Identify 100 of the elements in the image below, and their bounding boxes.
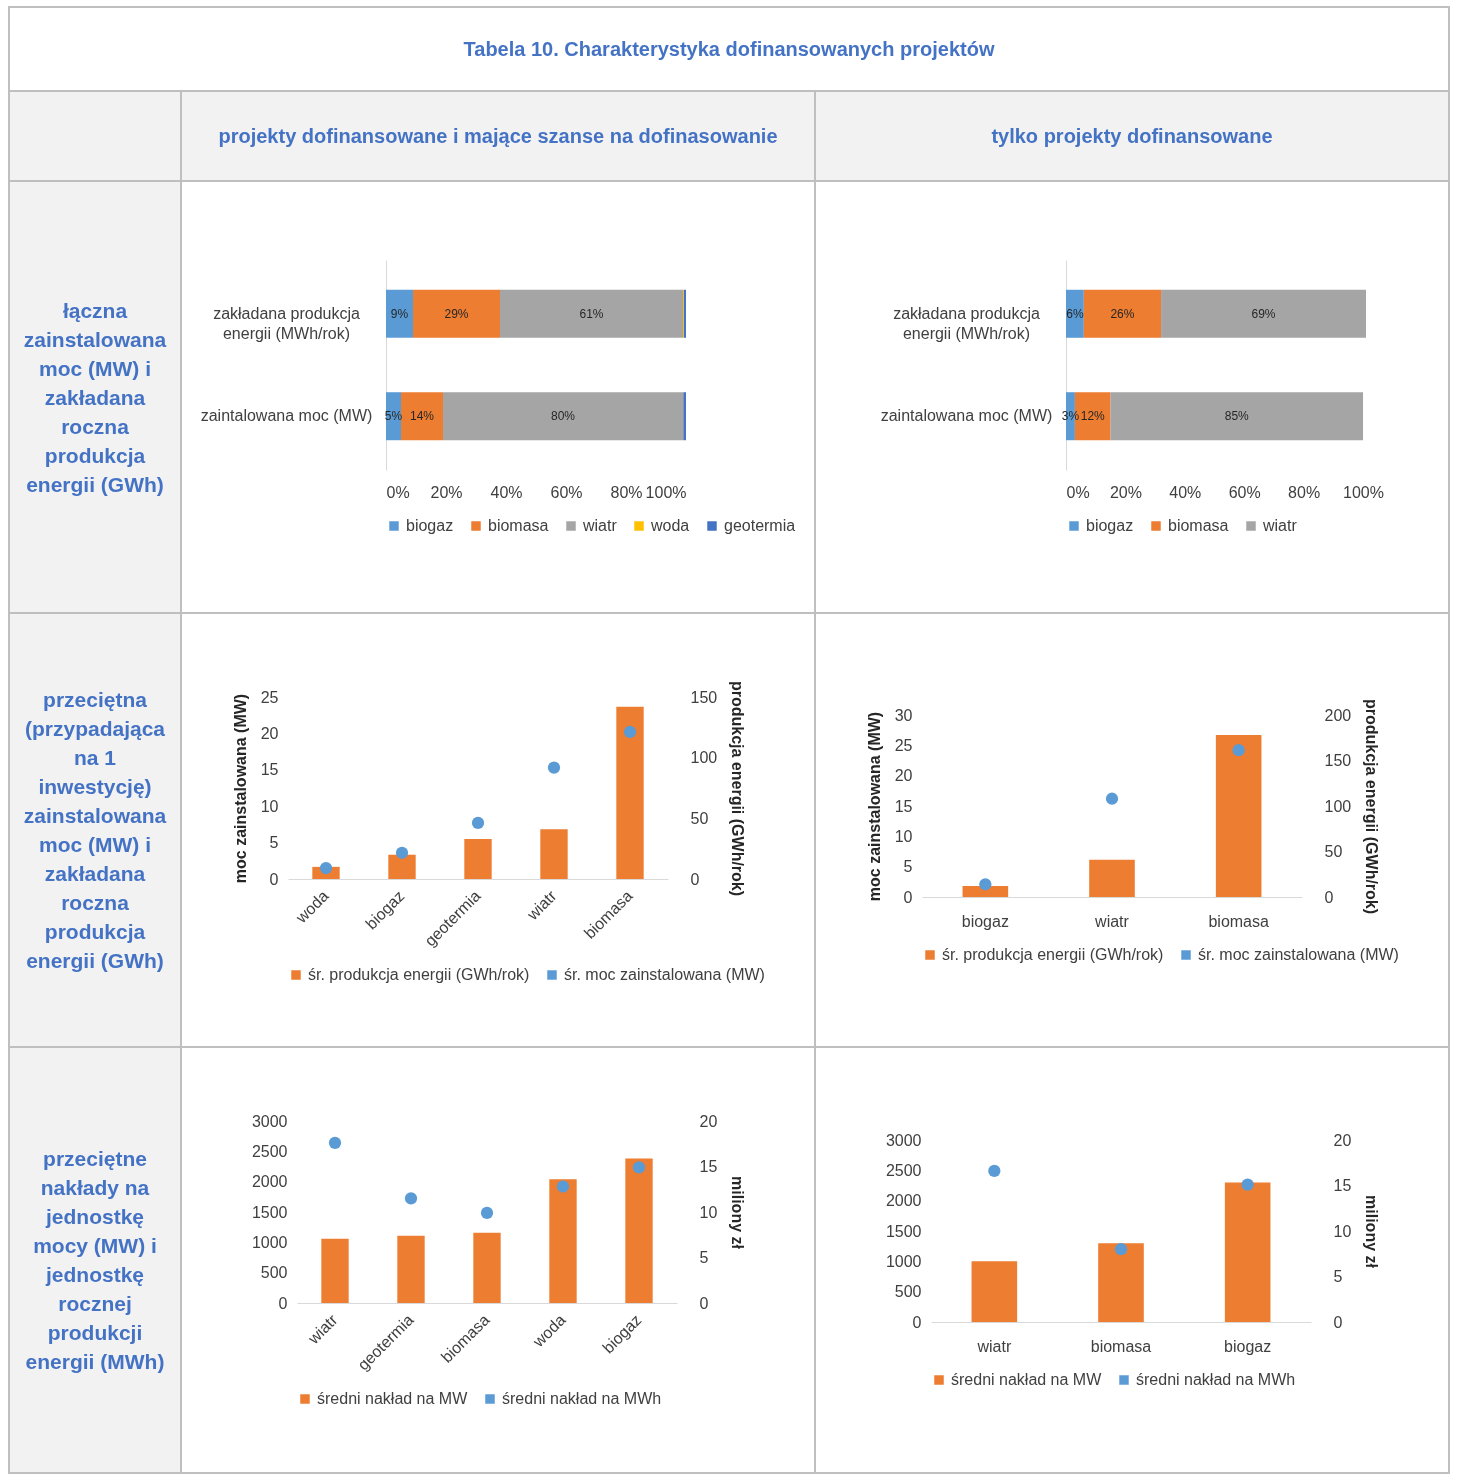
text: przeciętne nakłady na jednostkę mocy (MW) i jednostkę rocznej produkcji energii (MWh) xyxy=(9,1047,181,1473)
x-tick-label: biogaz xyxy=(961,912,1009,929)
x-tick-label: 100% xyxy=(645,483,687,501)
legend-label: woda xyxy=(650,517,690,534)
y-tick-label: zakładana produkcja energii (MWh/rok) xyxy=(893,304,1040,342)
y-tick-label: 30 xyxy=(894,706,913,723)
legend-label: wiatr xyxy=(1262,517,1298,534)
y2-axis-title: miliony zł xyxy=(729,1176,747,1250)
y-tick-label: 15 xyxy=(260,760,279,778)
y-tick-label: 10 xyxy=(260,797,279,815)
y-tick-label: 2000 xyxy=(885,1192,922,1210)
y-tick-label: 1500 xyxy=(885,1222,922,1240)
y2-tick-label: 15 xyxy=(1333,1177,1352,1194)
x-tick-label: biomasa xyxy=(1207,912,1269,929)
data-label: 6% xyxy=(1066,306,1084,321)
y2-tick-label: 0 xyxy=(1324,888,1333,905)
data-label: 69% xyxy=(1251,306,1276,321)
y2-axis-title: produkcja energii (GWh/rok) xyxy=(1362,698,1380,914)
y-tick-label: 25 xyxy=(894,736,913,754)
chart-subtitle: tylko projekty dofinansowane xyxy=(815,91,1449,181)
text: Tabela 10. Charakterystyka dofinansowanych projektów xyxy=(9,7,1449,91)
y2-tick-label: 5 xyxy=(699,1249,709,1266)
legend-label: geotermia xyxy=(724,517,796,534)
legend-label: średni nakład na MW xyxy=(951,1371,1103,1388)
y-tick-label: 1500 xyxy=(251,1203,288,1221)
legend-label: średni nakład na MW xyxy=(317,1390,469,1407)
y-tick-label: 20 xyxy=(260,724,279,742)
data-label: 12% xyxy=(1080,409,1106,424)
legend-label: śr. moc zainstalowana (MW) xyxy=(563,965,765,983)
x-tick-label: 40% xyxy=(490,483,523,501)
data-label: 61% xyxy=(579,306,604,321)
y-tick-label: zaintalowana moc (MW) xyxy=(200,407,373,425)
data-label: 29% xyxy=(444,306,469,321)
y-tick-label: 2500 xyxy=(885,1161,922,1179)
y-tick-label: 25 xyxy=(260,688,279,705)
x-tick-label: 100% xyxy=(1343,483,1384,501)
x-tick-label: 20% xyxy=(1109,483,1142,501)
y2-tick-label: 100 xyxy=(690,748,717,766)
y-tick-label: 500 xyxy=(260,1264,288,1282)
legend-label: śr. produkcja energii (GWh/rok) xyxy=(941,945,1163,963)
chart-subtitle: projekty dofinansowane i mające szanse na dofinasowanie xyxy=(181,91,815,181)
data-label: 26% xyxy=(1110,306,1135,321)
y2-tick-label: 100 xyxy=(1324,797,1351,814)
x-tick-label: biomasa xyxy=(1090,1337,1152,1355)
y-tick-label: zaintalowana moc (MW) xyxy=(880,407,1053,425)
x-tick-label: 80% xyxy=(610,483,643,501)
x-tick-label: 0% xyxy=(1066,483,1090,501)
y2-tick-label: 150 xyxy=(690,688,717,705)
legend-label: średni nakład na MWh xyxy=(502,1390,662,1407)
y-tick-label: 0 xyxy=(269,870,279,887)
y2-tick-label: 0 xyxy=(690,870,699,887)
y-tick-label: 500 xyxy=(894,1283,922,1301)
y-tick-label: 20 xyxy=(894,766,913,784)
y2-tick-label: 0 xyxy=(699,1294,709,1312)
y2-tick-label: 10 xyxy=(699,1203,718,1221)
data-label: 9% xyxy=(390,306,409,321)
y-tick-label: 1000 xyxy=(251,1233,288,1251)
y2-tick-label: 15 xyxy=(699,1158,718,1175)
x-tick-label: 80% xyxy=(1288,483,1321,501)
x-tick-label: wiatr xyxy=(976,1337,1012,1355)
y2-tick-label: 20 xyxy=(1333,1131,1352,1149)
y2-tick-label: 50 xyxy=(690,809,708,827)
y-axis-title: moc zainstalowana (MW) xyxy=(865,711,883,901)
y2-tick-label: 20 xyxy=(699,1112,718,1130)
x-tick-label: 60% xyxy=(550,483,583,501)
x-tick-label: 0% xyxy=(386,483,410,501)
y-tick-label: zakładana produkcja energii (MWh/rok) xyxy=(213,304,360,342)
y-tick-label: 5 xyxy=(269,833,279,851)
y-tick-label: 0 xyxy=(912,1313,922,1331)
x-tick-label: wiatr xyxy=(1093,912,1130,929)
text: przeciętna (przypadająca na 1 inwestycję) zainstalowana moc (MW) i zakładana roczna produkcja energii (GWh) xyxy=(23,688,167,972)
y2-tick-label: 10 xyxy=(1333,1222,1352,1240)
data-label: 80% xyxy=(550,409,576,424)
y-tick-label: 0 xyxy=(903,888,913,905)
y-tick-label: 2000 xyxy=(251,1173,288,1191)
y2-tick-label: 150 xyxy=(1324,751,1351,769)
legend-label: biomasa xyxy=(1168,517,1229,534)
legend-label: śr. moc zainstalowana (MW) xyxy=(1197,945,1399,963)
legend-label: średni nakład na MWh xyxy=(1136,1371,1296,1388)
y2-tick-label: 200 xyxy=(1324,706,1351,723)
legend-label: biogaz xyxy=(1086,517,1134,534)
y2-tick-label: 0 xyxy=(1333,1313,1343,1331)
y2-tick-label: 5 xyxy=(1333,1268,1343,1285)
y-tick-label: 3000 xyxy=(885,1131,922,1149)
x-tick-label: 60% xyxy=(1228,483,1261,501)
y-tick-label: 3000 xyxy=(251,1112,288,1130)
y-tick-label: 1000 xyxy=(885,1252,922,1270)
y-tick-label: 5 xyxy=(903,857,913,875)
y-tick-label: 0 xyxy=(278,1294,288,1312)
y-tick-label: 2500 xyxy=(251,1142,288,1160)
legend-label: biomasa xyxy=(488,517,549,534)
data-label: 14% xyxy=(409,409,435,424)
x-tick-label: 20% xyxy=(430,483,463,501)
y-tick-label: 15 xyxy=(894,797,913,814)
y-tick-label: 10 xyxy=(894,827,913,845)
y2-axis-title: miliony zł xyxy=(1363,1195,1381,1269)
x-tick-label: biogaz xyxy=(1224,1337,1272,1355)
legend-label: śr. produkcja energii (GWh/rok) xyxy=(307,965,529,983)
x-tick-label: 40% xyxy=(1169,483,1202,501)
text: łączna zainstalowana moc (MW) i zakładana roczna produkcja energii (GWh) xyxy=(9,181,181,613)
